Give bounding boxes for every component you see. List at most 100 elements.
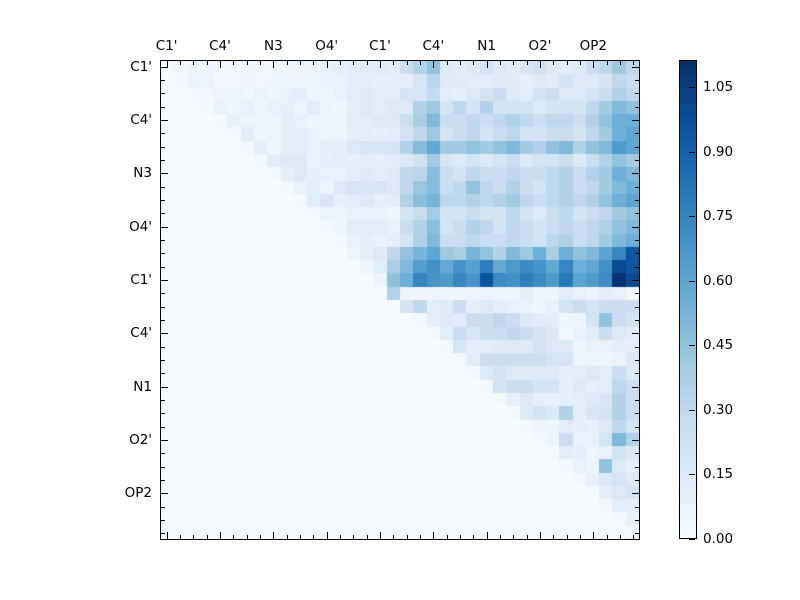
x-axis-tick <box>420 61 421 65</box>
x-axis-tick <box>340 535 341 539</box>
x-axis-tick <box>366 535 368 539</box>
x-axis-tick <box>633 61 635 65</box>
y-axis-tick <box>161 533 165 535</box>
x-tick-label: N3 <box>263 38 283 54</box>
y-axis-tick <box>635 160 639 161</box>
y-axis-tick <box>635 266 639 268</box>
y-axis-tick <box>161 93 165 95</box>
y-axis-tick <box>161 373 165 375</box>
y-axis-tick <box>161 146 165 148</box>
y-axis-tick <box>161 413 165 415</box>
y-tick-label: C1' <box>130 272 152 288</box>
y-axis-tick <box>632 66 639 68</box>
colorbar-canvas <box>680 61 696 538</box>
y-axis-tick <box>632 440 639 441</box>
x-axis-tick <box>393 61 395 65</box>
x-axis-tick <box>300 61 301 65</box>
y-axis-tick <box>161 480 165 481</box>
x-axis-tick <box>286 535 288 539</box>
y-axis-tick <box>635 93 639 95</box>
x-axis-tick <box>166 61 168 68</box>
x-axis-tick <box>566 535 568 539</box>
colorbar-tick <box>689 216 695 217</box>
x-axis-tick <box>326 61 328 68</box>
colorbar-tick-label: 0.75 <box>703 208 734 224</box>
y-axis-tick <box>161 440 168 441</box>
colorbar-tick-label: 1.05 <box>703 79 734 95</box>
x-axis-tick <box>553 61 555 65</box>
y-axis-tick <box>161 346 165 348</box>
y-axis-tick <box>632 493 639 495</box>
y-axis-tick <box>161 226 168 228</box>
x-tick-label: OP2 <box>579 38 608 54</box>
y-axis-tick <box>161 160 165 161</box>
y-axis-tick <box>635 533 639 535</box>
x-axis-tick <box>193 535 195 539</box>
x-axis-tick <box>233 535 235 539</box>
x-axis-tick <box>246 535 248 539</box>
y-axis-tick <box>161 320 165 321</box>
x-axis-tick <box>526 61 528 65</box>
y-axis-tick <box>161 506 165 508</box>
y-axis-tick <box>635 466 639 468</box>
x-axis-tick <box>593 532 595 539</box>
colorbar <box>679 60 697 539</box>
y-axis-tick <box>161 240 165 241</box>
y-axis-tick <box>632 280 639 281</box>
y-axis-tick <box>635 373 639 375</box>
x-axis-tick <box>526 535 528 539</box>
x-axis-tick <box>446 535 448 539</box>
y-axis-tick <box>161 306 165 308</box>
y-tick-label: N1 <box>133 378 152 395</box>
y-axis-tick <box>632 226 639 228</box>
y-axis-tick <box>161 426 165 428</box>
x-axis-tick <box>206 61 208 65</box>
y-axis-tick <box>635 186 639 188</box>
y-axis-tick <box>161 200 165 201</box>
y-axis-tick <box>635 506 639 508</box>
x-axis-tick <box>620 61 621 65</box>
colorbar-tick-label: 0.45 <box>703 337 734 353</box>
y-tick-label: O4' <box>129 218 152 235</box>
y-axis-tick <box>635 253 639 255</box>
x-axis-tick <box>606 535 608 539</box>
y-axis-tick <box>635 453 639 455</box>
colorbar-tick <box>689 410 695 411</box>
x-axis-tick <box>606 61 608 65</box>
x-axis-tick <box>566 61 568 65</box>
x-axis-tick <box>473 61 475 65</box>
y-axis-tick <box>635 346 639 348</box>
x-axis-tick <box>300 535 301 539</box>
x-axis-tick <box>166 532 168 539</box>
x-axis-tick <box>353 61 355 65</box>
x-axis-tick <box>486 61 488 68</box>
y-axis-tick <box>161 453 165 455</box>
x-axis-tick <box>326 532 328 539</box>
x-axis-tick <box>393 535 395 539</box>
y-axis-tick <box>161 213 165 215</box>
y-tick-label: C4' <box>130 325 152 342</box>
colorbar-tick <box>689 474 695 475</box>
x-axis-tick <box>366 61 368 65</box>
x-axis-tick <box>233 61 235 65</box>
x-axis-tick <box>580 535 581 539</box>
y-axis-tick <box>161 293 165 295</box>
y-axis-tick <box>635 400 639 401</box>
x-axis-tick <box>553 535 555 539</box>
x-axis-tick <box>500 61 501 65</box>
x-axis-tick <box>193 61 195 65</box>
x-axis-tick <box>633 535 635 539</box>
x-axis-tick <box>433 532 435 539</box>
x-axis-tick <box>620 535 621 539</box>
y-tick-label: C1' <box>130 58 152 75</box>
y-axis-tick <box>161 493 168 495</box>
y-axis-tick <box>635 213 639 215</box>
x-axis-tick <box>580 61 581 65</box>
y-axis-tick <box>161 106 165 108</box>
x-axis-tick <box>446 61 448 65</box>
x-axis-tick <box>513 535 515 539</box>
colorbar-tick-label: 0.60 <box>703 273 734 289</box>
x-axis-tick <box>353 535 355 539</box>
colorbar-tick-label: 0.00 <box>703 531 734 547</box>
